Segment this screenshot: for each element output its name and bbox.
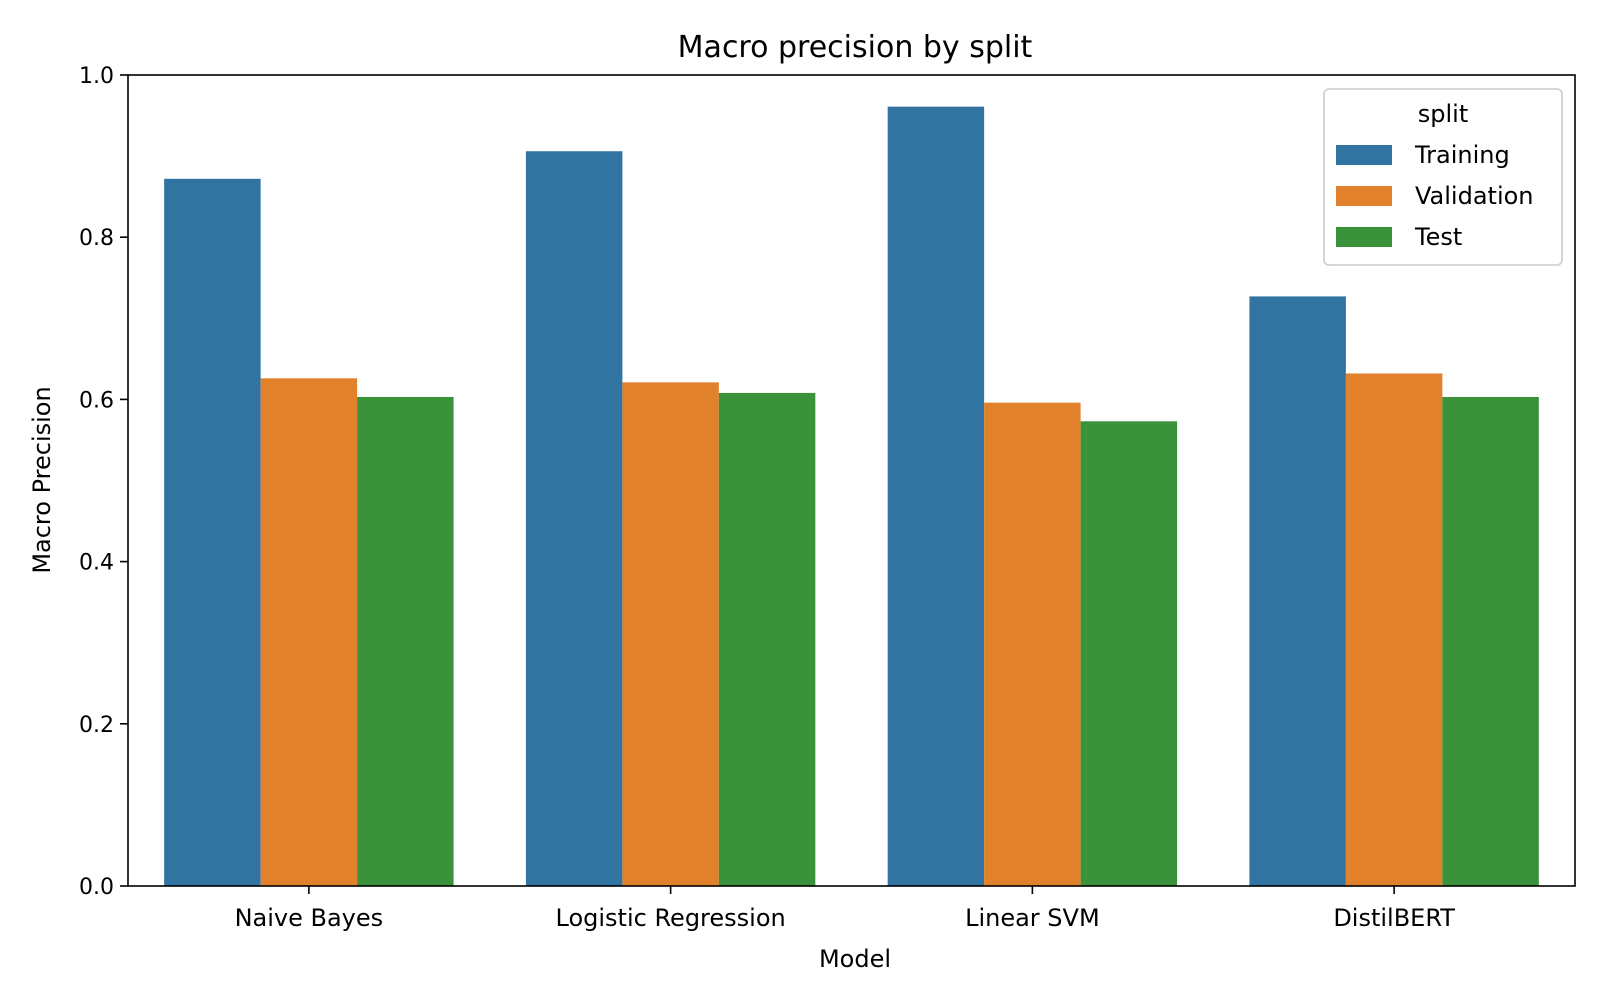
y-tick-label: 1.0 [79, 64, 114, 89]
legend-swatch-validation [1336, 186, 1392, 206]
x-tick-label: Naive Bayes [235, 904, 384, 932]
bar-validation-1 [622, 382, 719, 886]
bar-validation-2 [984, 402, 1081, 886]
bar-test-1 [718, 392, 816, 886]
bar-validation-0 [260, 378, 358, 886]
bar-test-0 [357, 396, 454, 886]
plot-frame [127, 74, 1576, 887]
legend: split Training Validation Test [1323, 88, 1563, 266]
legend-title: split [1418, 100, 1468, 128]
bar-training-1 [525, 151, 623, 887]
bar-validation-3 [1345, 373, 1443, 886]
y-tick-label: 0.6 [79, 388, 114, 413]
y-tick-label: 0.0 [79, 875, 114, 900]
y-axis: 0.0 0.2 0.4 0.6 0.8 1.0 [79, 64, 128, 900]
legend-box [1323, 88, 1563, 266]
bar-test-3 [1442, 396, 1539, 886]
y-tick-label: 0.2 [79, 713, 114, 738]
legend-label-test: Test [1414, 223, 1462, 251]
x-axis: Naive Bayes Logistic Regression Linear SVM… [235, 886, 1455, 932]
y-tick-label: 0.8 [79, 226, 114, 251]
legend-swatch-training [1336, 145, 1392, 165]
bar-training-3 [1249, 296, 1346, 886]
x-tick-label: DistilBERT [1333, 904, 1455, 932]
y-tick-label: 0.4 [79, 551, 114, 576]
chart-title: Macro precision by split [678, 30, 1033, 65]
bars-group [164, 106, 1539, 887]
bar-test-2 [1080, 421, 1178, 886]
legend-swatch-test [1336, 227, 1392, 247]
bar-training-2 [887, 106, 985, 886]
x-tick-label: Logistic Regression [556, 904, 786, 932]
x-axis-label: Model [819, 945, 891, 973]
x-tick-label: Linear SVM [965, 904, 1100, 932]
y-axis-label: Macro Precision [28, 386, 56, 573]
bar-training-0 [164, 178, 261, 886]
legend-label-validation: Validation [1415, 182, 1534, 210]
legend-label-training: Training [1414, 141, 1510, 169]
